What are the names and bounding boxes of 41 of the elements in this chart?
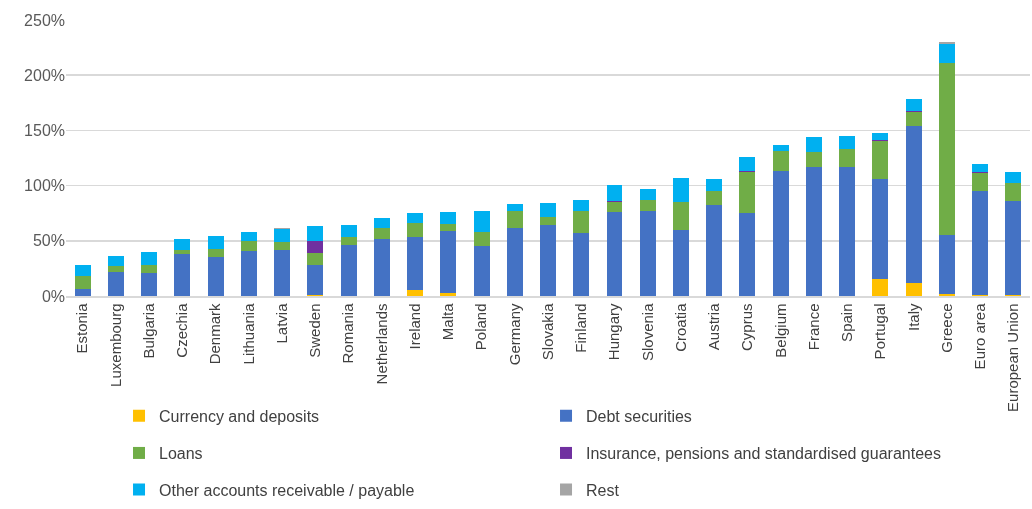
legend-label: Rest <box>586 481 620 499</box>
y-tick-label: 250% <box>24 11 65 29</box>
legend-label: Debt securities <box>586 407 692 425</box>
x-tick-label: Germany <box>505 303 523 366</box>
x-tick-label: Austria <box>705 302 723 351</box>
x-tick-label: Ireland <box>405 303 423 350</box>
x-tick-label: Slovakia <box>538 302 556 361</box>
legend-label: Loans <box>159 445 203 463</box>
x-tick-label: Finland <box>572 303 590 353</box>
x-tick-label: Sweden <box>306 303 324 358</box>
x-tick-label: Malta <box>439 302 457 341</box>
x-tick-label: Netherlands <box>372 303 390 385</box>
x-tick-label: Luxembourg <box>106 303 124 387</box>
x-tick-label: European Union <box>1004 303 1022 412</box>
x-tick-label: Belgium <box>771 303 789 358</box>
y-tick-label: 50% <box>32 232 65 250</box>
x-tick-label: Italy <box>904 303 922 332</box>
x-tick-label: France <box>804 303 822 351</box>
x-tick-label: Poland <box>472 303 490 351</box>
legend-label: Currency and deposits <box>159 407 320 425</box>
x-tick-label: Cyprus <box>738 303 756 352</box>
y-tick-label: 0% <box>41 287 65 305</box>
x-tick-label: Latvia <box>272 302 290 344</box>
legend-label: Insurance, pensions and standardised guarantees <box>586 445 941 463</box>
x-tick-label: Portugal <box>871 303 889 360</box>
x-tick-label: Hungary <box>605 303 623 361</box>
x-tick-label: Greece <box>937 303 955 353</box>
x-tick-label: Lithuania <box>239 302 257 365</box>
x-tick-label: Croatia <box>671 302 689 352</box>
x-tick-label: Czechia <box>173 302 191 358</box>
x-tick-label: Bulgaria <box>139 302 157 359</box>
y-tick-label: 150% <box>24 122 65 139</box>
legend-label: Other accounts receivable / payable <box>159 481 415 499</box>
x-tick-label: Spain <box>838 303 856 342</box>
x-tick-label: Romania <box>339 302 357 364</box>
x-tick-label: Estonia <box>73 302 91 354</box>
y-tick-label: 200% <box>24 66 65 84</box>
x-tick-label: Denmark <box>206 303 224 365</box>
x-tick-label: Slovenia <box>638 302 656 362</box>
y-tick-label: 100% <box>24 177 65 195</box>
x-tick-label: Euro area <box>971 302 989 370</box>
